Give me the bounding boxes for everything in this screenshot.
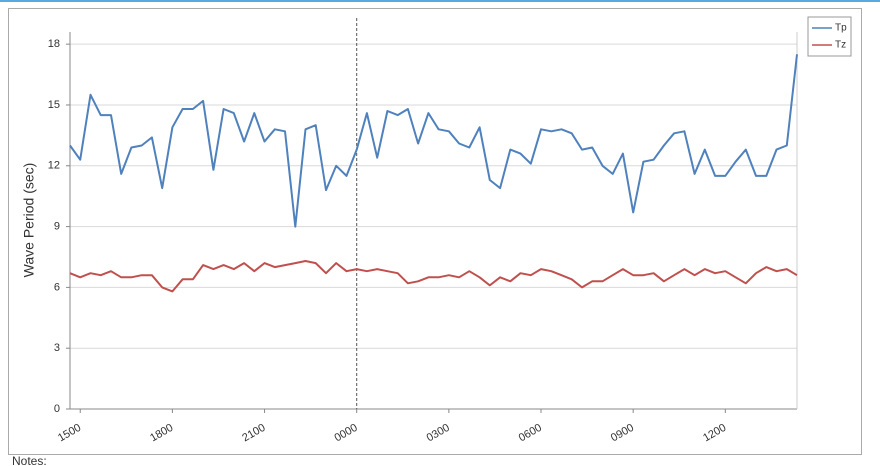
- y-tick-label: 9: [54, 220, 60, 232]
- plot-area: [70, 32, 797, 409]
- y-tick-label: 15: [48, 99, 60, 111]
- series-line: [69, 260, 798, 293]
- series-line: [69, 54, 798, 228]
- y-tick-label: 0: [54, 403, 60, 415]
- legend-label: Tz: [835, 40, 846, 51]
- y-tick-label: 6: [54, 281, 60, 293]
- notes-label: Notes:: [12, 454, 47, 466]
- y-axis-label: Wave Period (sec): [21, 163, 37, 278]
- y-tick-label: 3: [54, 342, 60, 354]
- legend-box: [807, 16, 852, 57]
- y-tick-label: 18: [48, 38, 60, 50]
- top-bar: [0, 0, 880, 2]
- legend-label: Tp: [835, 23, 847, 34]
- y-tick-label: 12: [48, 160, 60, 172]
